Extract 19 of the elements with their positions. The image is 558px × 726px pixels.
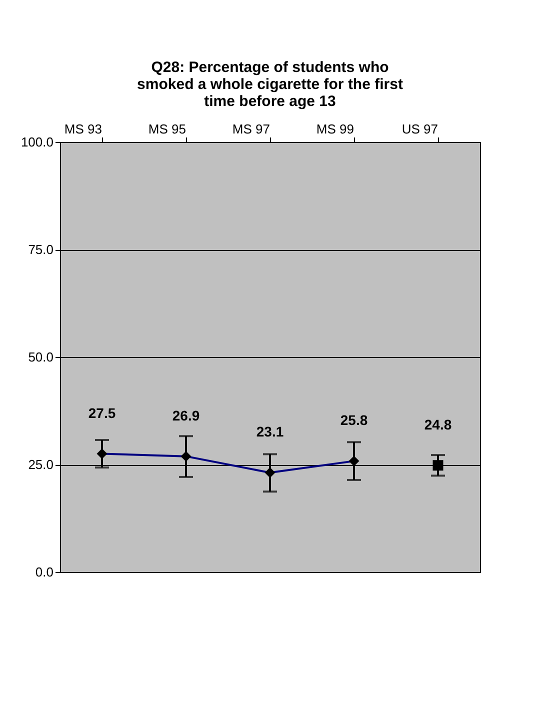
text: time before age 13 <box>204 93 336 110</box>
data-label: 26.9 <box>172 407 200 424</box>
x-tick-label: US 97 <box>402 122 438 136</box>
x-tick-label: MS 93 <box>64 122 102 136</box>
data-label: 27.5 <box>88 404 116 421</box>
data-label: 24.8 <box>424 416 452 432</box>
text: Q28: Percentage of students who <box>151 59 389 76</box>
y-tick-label: 50.0 <box>28 350 54 364</box>
y-tick-label: 25.0 <box>28 457 54 472</box>
data-label: 25.8 <box>340 412 368 428</box>
x-tick-label: MS 97 <box>232 122 270 136</box>
data-label: 23.1 <box>256 424 284 440</box>
x-tick-label: MS 99 <box>316 122 354 136</box>
y-tick-label: 100.0 <box>20 134 54 150</box>
x-tick-label: MS 95 <box>148 122 186 136</box>
text: smoked a whole cigarette for the first <box>137 76 403 93</box>
point <box>432 460 444 471</box>
y-tick-label: 0.0 <box>35 564 54 580</box>
y-tick-label: 75.0 <box>28 242 54 257</box>
